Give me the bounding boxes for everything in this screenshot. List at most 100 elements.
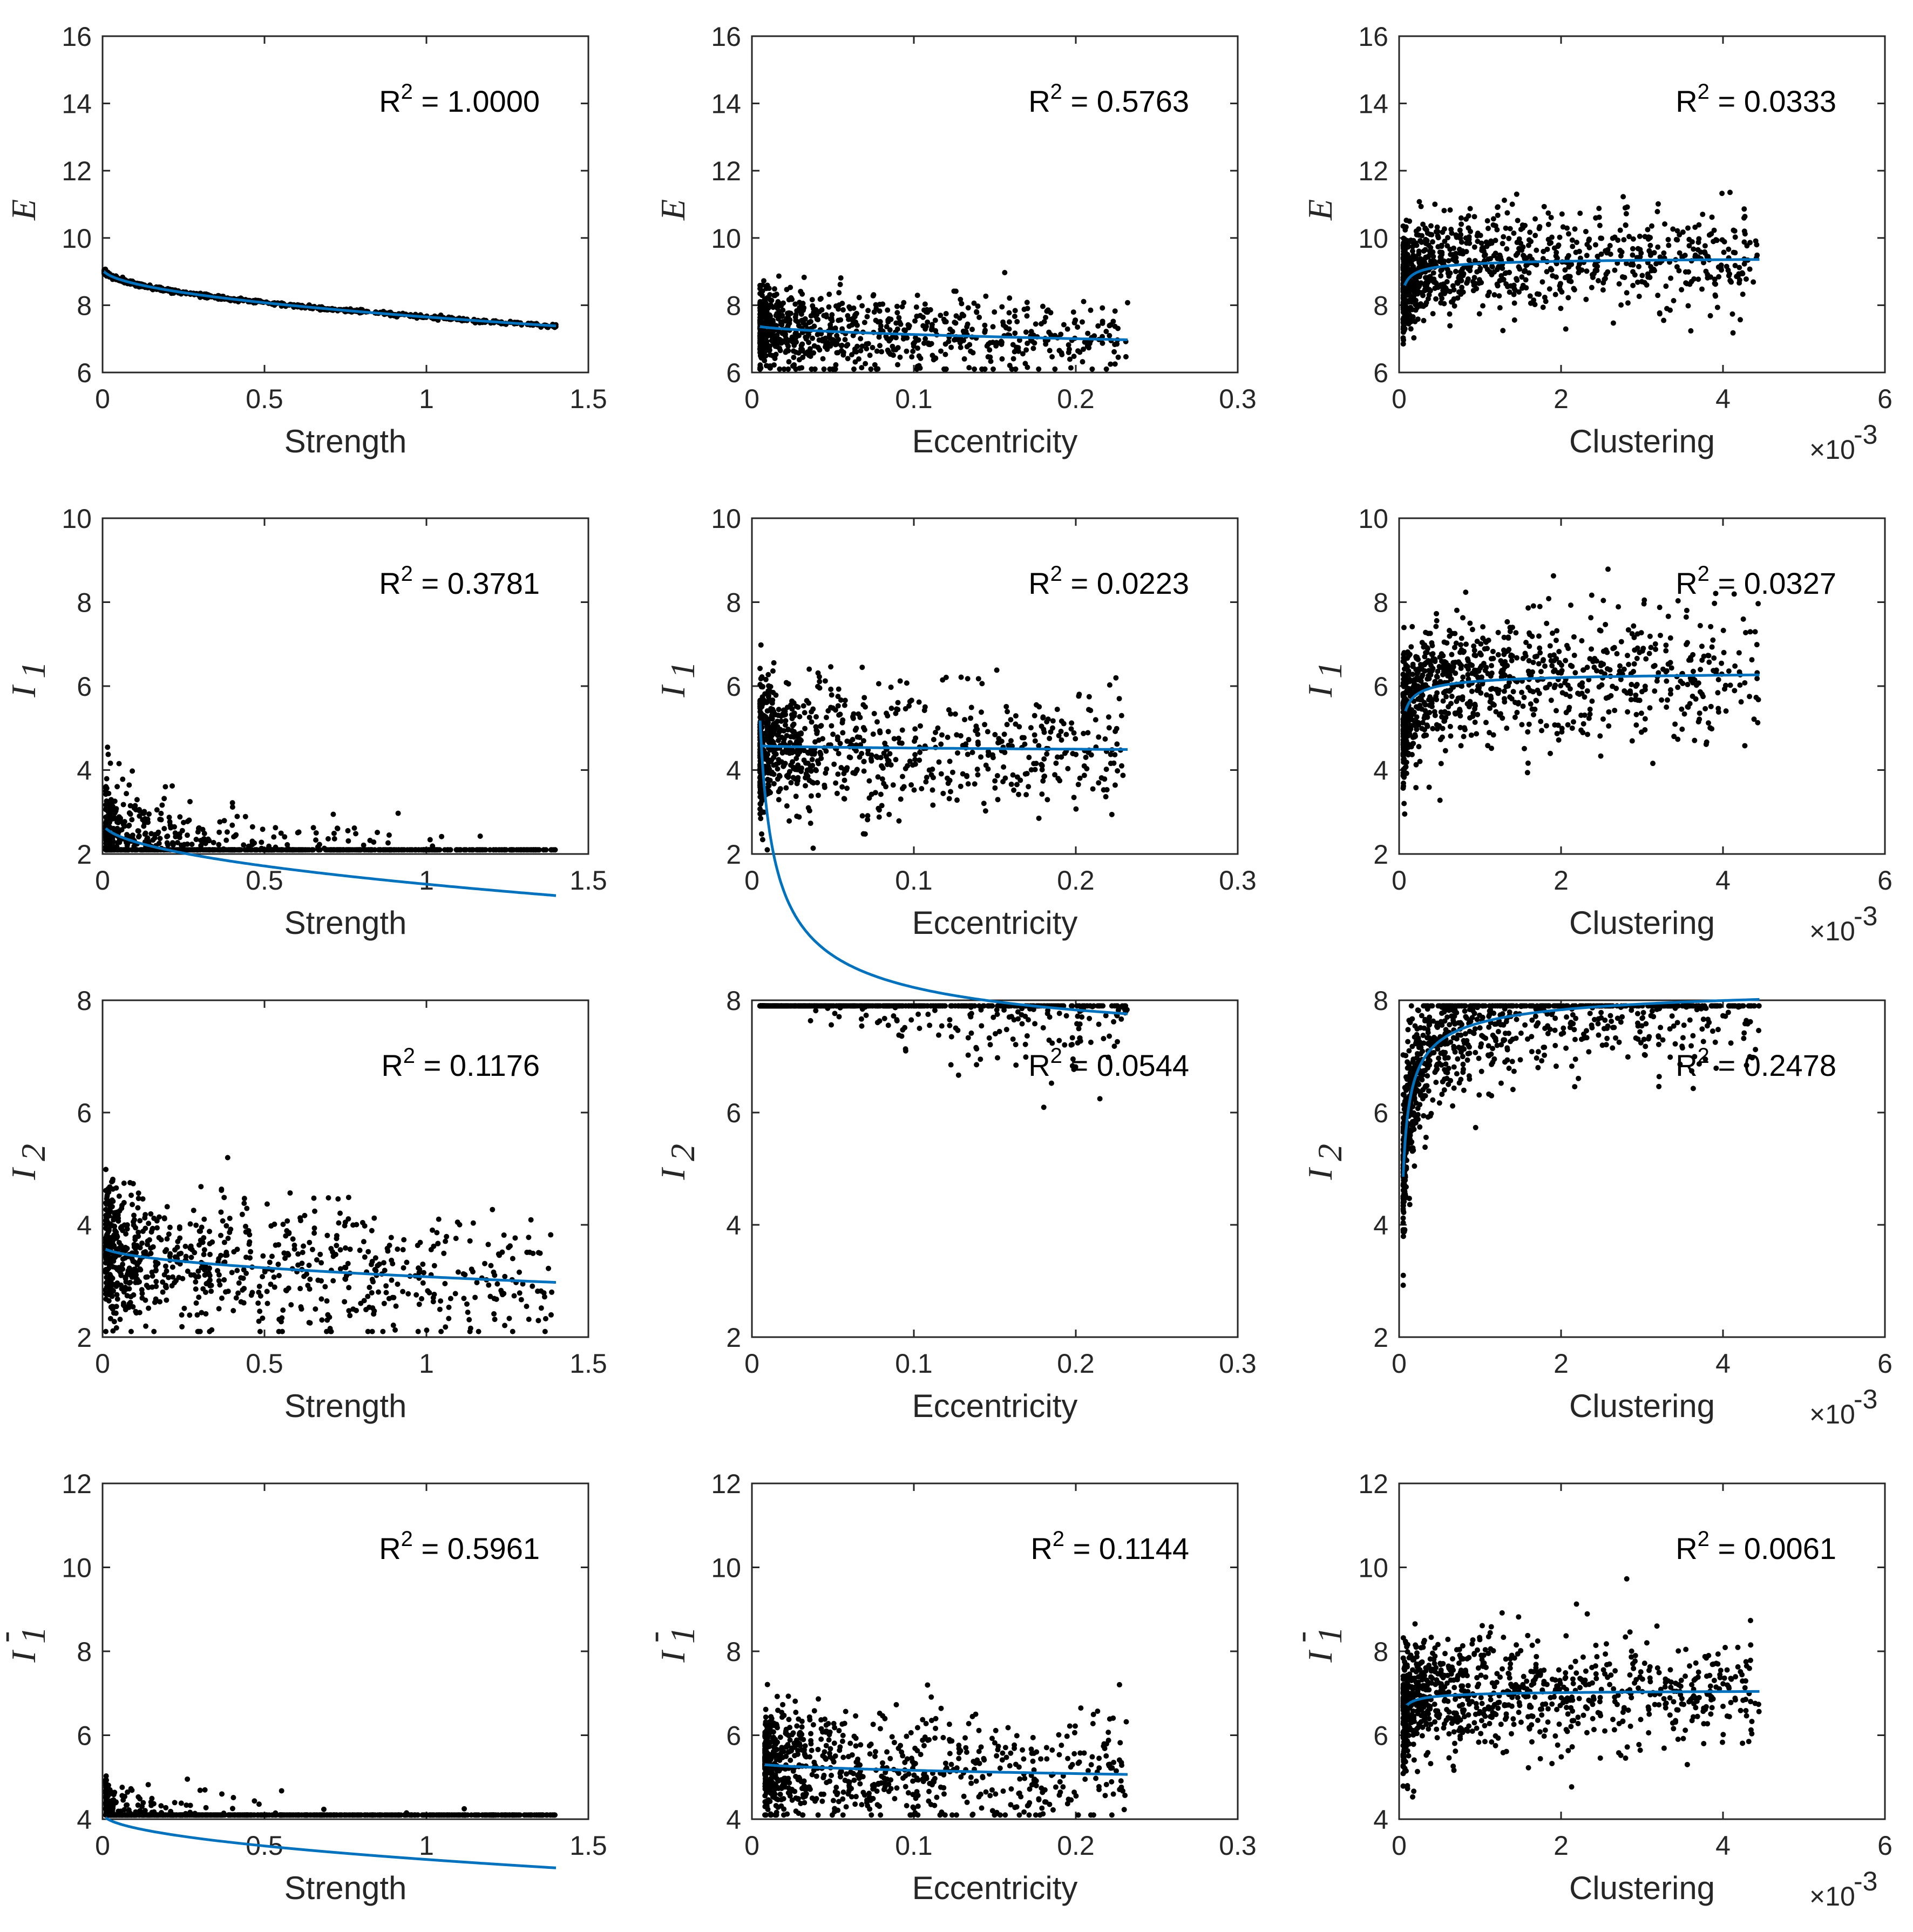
data-point bbox=[1044, 797, 1050, 803]
data-point bbox=[367, 837, 373, 843]
data-point bbox=[785, 366, 791, 372]
data-point bbox=[768, 715, 774, 721]
data-point bbox=[1001, 764, 1007, 770]
y-tick-label: 10 bbox=[62, 504, 92, 534]
data-point bbox=[811, 309, 817, 315]
data-point bbox=[1400, 341, 1406, 347]
data-point bbox=[1101, 787, 1107, 793]
data-point bbox=[1123, 354, 1129, 360]
data-point bbox=[766, 783, 772, 789]
data-point bbox=[965, 751, 971, 757]
data-point bbox=[1447, 723, 1453, 729]
data-point bbox=[1513, 630, 1519, 636]
data-point bbox=[1506, 256, 1512, 262]
data-point bbox=[907, 699, 913, 704]
data-point bbox=[249, 847, 255, 853]
data-point bbox=[1413, 785, 1419, 791]
data-point bbox=[1565, 722, 1571, 728]
data-point bbox=[224, 829, 230, 835]
data-point bbox=[1511, 282, 1517, 288]
data-point bbox=[391, 847, 397, 853]
data-point bbox=[775, 316, 781, 322]
x-tick-label: 2 bbox=[1554, 384, 1569, 414]
data-point bbox=[789, 728, 795, 734]
plot-area bbox=[101, 35, 589, 374]
data-point bbox=[1485, 226, 1491, 232]
x-axis-label: Strength bbox=[284, 905, 407, 941]
data-point bbox=[1661, 317, 1667, 323]
data-point bbox=[818, 723, 824, 729]
data-point bbox=[829, 723, 835, 729]
data-point bbox=[1643, 656, 1649, 662]
data-point bbox=[1618, 253, 1624, 259]
data-point bbox=[823, 715, 829, 721]
data-point bbox=[1061, 721, 1067, 727]
data-point bbox=[1471, 275, 1477, 281]
data-point bbox=[769, 297, 775, 303]
x-tick-label: 2 bbox=[1554, 865, 1569, 896]
data-point bbox=[771, 708, 777, 714]
data-point bbox=[1058, 331, 1064, 337]
data-point bbox=[1589, 698, 1595, 704]
y-axis-label: I bbox=[4, 684, 43, 698]
data-point bbox=[1421, 248, 1427, 254]
data-point bbox=[422, 847, 428, 853]
data-point bbox=[860, 724, 866, 730]
data-point bbox=[1719, 237, 1725, 243]
data-point bbox=[1022, 741, 1028, 747]
data-point bbox=[958, 296, 964, 302]
data-point bbox=[1073, 317, 1078, 323]
y-tick-label: 2 bbox=[726, 839, 741, 870]
data-point bbox=[1546, 595, 1552, 601]
data-point bbox=[1413, 255, 1419, 261]
data-point bbox=[994, 773, 1000, 779]
data-point bbox=[965, 676, 971, 682]
x-tick-label: 1.5 bbox=[569, 384, 607, 414]
data-point bbox=[1006, 326, 1012, 332]
data-point bbox=[894, 310, 900, 316]
data-point bbox=[331, 830, 337, 836]
data-point bbox=[107, 760, 113, 766]
data-point bbox=[965, 781, 971, 787]
data-point bbox=[1458, 215, 1464, 221]
data-point bbox=[249, 824, 255, 830]
data-point bbox=[938, 348, 944, 354]
data-point bbox=[784, 803, 790, 809]
data-point bbox=[778, 718, 784, 724]
data-point bbox=[974, 309, 980, 315]
data-point bbox=[1447, 246, 1453, 252]
data-point bbox=[1548, 750, 1554, 756]
data-point bbox=[1726, 246, 1732, 252]
data-point bbox=[1486, 289, 1492, 295]
data-point bbox=[1443, 285, 1449, 291]
data-point bbox=[823, 748, 829, 754]
data-point bbox=[104, 834, 110, 840]
data-point bbox=[893, 757, 899, 763]
data-point bbox=[860, 738, 866, 744]
data-point bbox=[1438, 761, 1444, 767]
data-point bbox=[765, 672, 771, 677]
data-point bbox=[1020, 351, 1026, 357]
data-point bbox=[899, 727, 905, 733]
data-point bbox=[829, 692, 835, 698]
data-point bbox=[785, 772, 791, 778]
data-point bbox=[1589, 592, 1595, 598]
data-point bbox=[1460, 615, 1466, 621]
data-point bbox=[759, 344, 765, 350]
data-point bbox=[967, 342, 973, 348]
data-point bbox=[1565, 253, 1571, 259]
data-point bbox=[1526, 270, 1532, 276]
data-point bbox=[1671, 297, 1677, 303]
data-point bbox=[1471, 214, 1477, 220]
data-point bbox=[758, 317, 764, 323]
data-point bbox=[879, 776, 885, 782]
data-point bbox=[1068, 365, 1074, 371]
data-point bbox=[1747, 629, 1753, 635]
data-point bbox=[1010, 772, 1016, 778]
data-point bbox=[1500, 241, 1505, 247]
data-point bbox=[847, 306, 853, 311]
data-point bbox=[1737, 317, 1743, 323]
data-point bbox=[925, 319, 931, 325]
data-point bbox=[933, 355, 939, 361]
data-point bbox=[1115, 354, 1121, 360]
